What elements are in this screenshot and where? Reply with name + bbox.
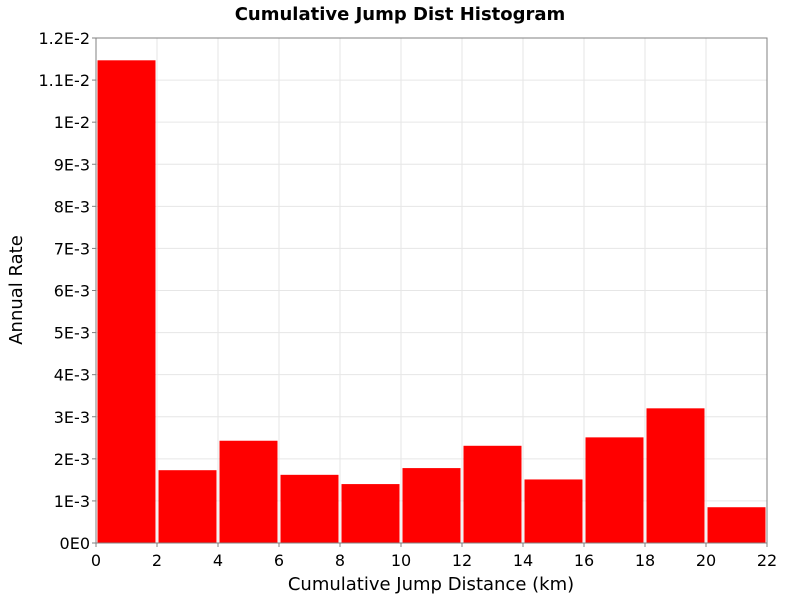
histogram-bar (158, 470, 217, 543)
x-tick-label: 10 (391, 551, 411, 570)
x-axis-label: Cumulative Jump Distance (km) (288, 574, 574, 595)
x-tick-label: 16 (574, 551, 594, 570)
y-tick-label: 2E-3 (54, 450, 90, 469)
y-tick-label: 0E0 (60, 534, 90, 553)
y-tick-label: 6E-3 (54, 282, 90, 301)
x-tick-label: 6 (274, 551, 284, 570)
x-tick-label: 20 (696, 551, 716, 570)
histogram-bar (463, 445, 522, 543)
histogram-bar (341, 484, 400, 543)
histogram-bar (97, 60, 156, 543)
x-tick-label: 12 (452, 551, 472, 570)
histogram-bar (524, 479, 583, 543)
x-tick-label: 14 (513, 551, 533, 570)
y-tick-label: 9E-3 (54, 155, 90, 174)
x-tick-label: 22 (757, 551, 777, 570)
y-tick-label: 8E-3 (54, 197, 90, 216)
y-axis-label: Annual Rate (6, 235, 27, 345)
y-tick-label: 3E-3 (54, 408, 90, 427)
y-tick-label: 1.2E-2 (38, 29, 90, 48)
y-tick-label: 1.1E-2 (38, 71, 90, 90)
histogram-bar (585, 437, 644, 543)
histogram-bar (707, 507, 766, 543)
bars (97, 60, 766, 543)
y-tick-label: 1E-2 (54, 113, 90, 132)
y-tick-label: 4E-3 (54, 366, 90, 385)
histogram-bar (646, 408, 705, 543)
x-tick-label: 18 (635, 551, 655, 570)
histogram-bar (402, 468, 461, 543)
y-tick-label: 7E-3 (54, 239, 90, 258)
y-axis: 0E0 1E-3 2E-3 3E-3 4E-3 5E-3 6E-3 7E-3 8E-3 9E-3 1… (38, 29, 96, 553)
y-tick-label: 1E-3 (54, 492, 90, 511)
x-tick-label: 4 (213, 551, 223, 570)
histogram-bar (280, 474, 339, 543)
chart-title: Cumulative Jump Dist Histogram (235, 4, 566, 25)
y-tick-label: 5E-3 (54, 324, 90, 343)
x-axis: 0 2 4 6 8 10 12 14 16 18 20 22 (91, 543, 777, 570)
x-tick-label: 2 (152, 551, 162, 570)
x-tick-label: 0 (91, 551, 101, 570)
histogram-bar (219, 440, 278, 543)
x-tick-label: 8 (335, 551, 345, 570)
